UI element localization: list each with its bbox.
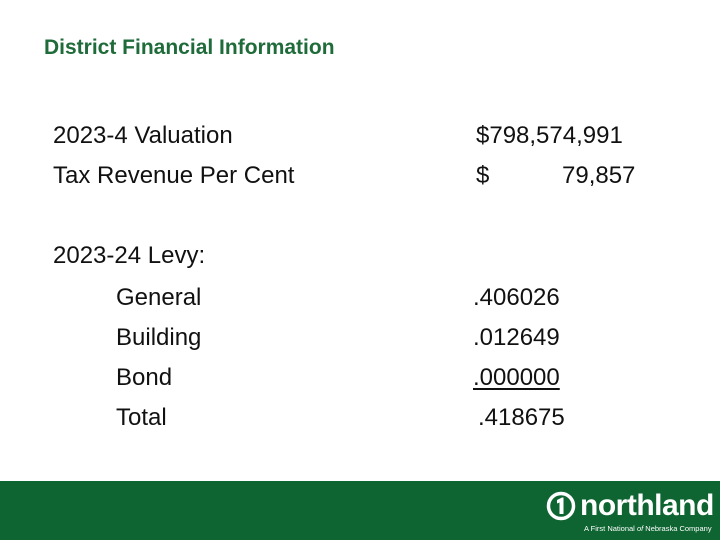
levy-building-label: Building xyxy=(116,324,202,351)
footer-bar: northland A First National of Nebraska C… xyxy=(0,481,720,540)
levy-building-value: .012649 xyxy=(473,324,560,351)
valuation-value: $798,574,991 xyxy=(476,122,623,149)
valuation-label: 2023-4 Valuation xyxy=(53,122,233,149)
levy-total-value: .418675 xyxy=(478,404,565,431)
slide-title: District Financial Information xyxy=(44,36,335,59)
tax-revenue-currency: $ xyxy=(476,162,490,189)
brand-name: northland xyxy=(580,489,714,522)
northland-mark-icon xyxy=(546,491,576,521)
northland-logo: northland A First National of Nebraska C… xyxy=(546,488,716,536)
levy-bond-label: Bond xyxy=(116,364,173,391)
brand-tagline: A First National of Nebraska Company xyxy=(584,524,712,533)
levy-total-label: Total xyxy=(116,404,167,431)
tax-revenue-label: Tax Revenue Per Cent xyxy=(53,162,295,189)
levy-general-label: General xyxy=(116,284,202,311)
tax-revenue-value: 79,857 xyxy=(562,162,636,189)
levy-general-value: .406026 xyxy=(473,284,560,311)
levy-bond-value: .000000 xyxy=(473,364,560,391)
levy-heading: 2023-24 Levy: xyxy=(53,242,206,269)
